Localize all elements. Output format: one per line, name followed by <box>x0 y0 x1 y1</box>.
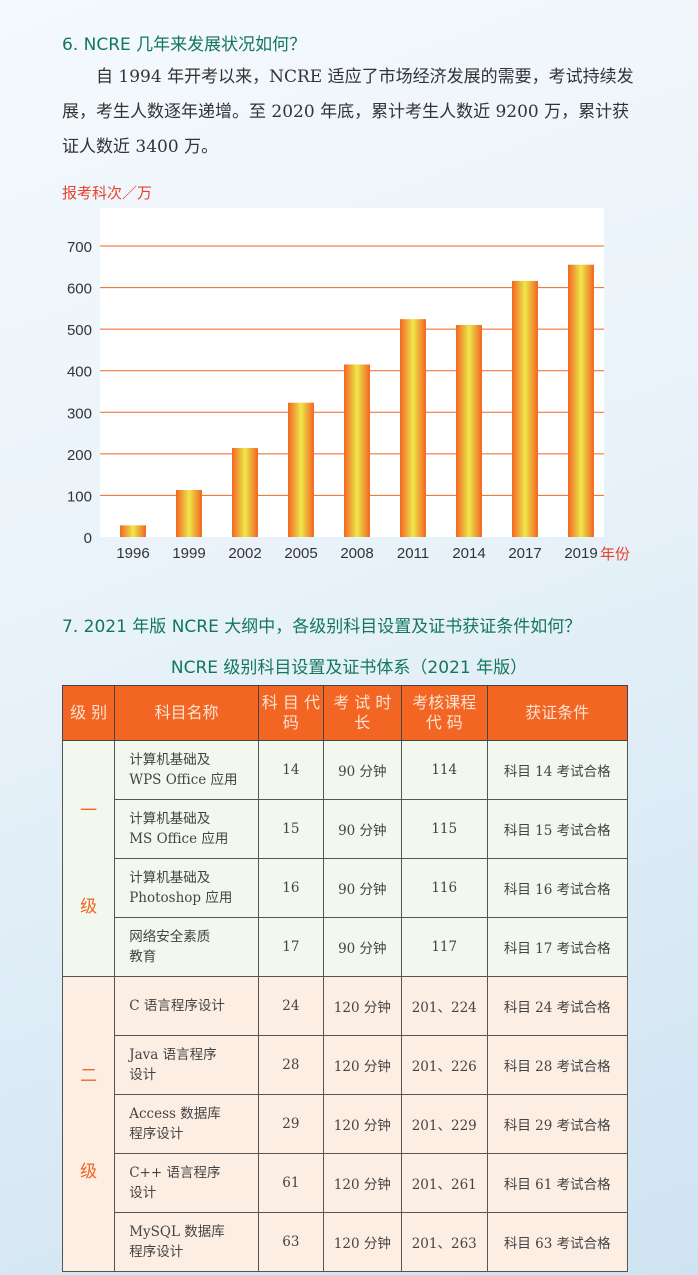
y-tick-label: 400 <box>67 364 92 381</box>
subject-code: 29 <box>258 1094 324 1154</box>
exam-duration: 90 分钟 <box>322 799 402 859</box>
exam-duration: 120 分钟 <box>322 1153 402 1213</box>
y-tick-label: 500 <box>67 322 92 339</box>
table-row: 计算机基础及 MS Office 应用 15 90 分钟 115 科目 15 考试合格 <box>63 799 629 859</box>
y-tick-label: 700 <box>67 239 92 256</box>
course-code: 201、224 <box>400 976 488 1036</box>
bar-2008 <box>344 364 370 537</box>
column-header: 科 目 代 码 <box>258 685 324 741</box>
x-tick-label: 2005 <box>284 545 317 562</box>
subject-code: 61 <box>258 1153 324 1213</box>
exam-duration: 90 分钟 <box>322 917 402 977</box>
course-code: 201、229 <box>400 1094 488 1154</box>
x-axis-label: 年份 <box>600 545 631 563</box>
subject-table: 级 别科目名称科 目 代 码考 试 时 长考核课程 代 码获证条件一级计算机基础… <box>61 685 629 1272</box>
x-tick-label: 2011 <box>397 545 429 562</box>
subject-code: 14 <box>258 740 324 800</box>
subject-code: 28 <box>258 1035 324 1095</box>
subject-code: 24 <box>258 976 324 1036</box>
exam-duration: 120 分钟 <box>322 1212 402 1272</box>
cert-condition: 科目 14 考试合格 <box>486 740 629 800</box>
column-header: 考 试 时 长 <box>322 685 402 741</box>
table-row: 计算机基础及 Photoshop 应用 16 90 分钟 116 科目 16 考试合格 <box>63 858 629 918</box>
cert-condition: 科目 28 考试合格 <box>486 1035 629 1095</box>
column-header: 获证条件 <box>486 685 629 741</box>
subject-name: 网络安全素质 教育 <box>114 917 260 977</box>
subject-name: C 语言程序设计 <box>114 976 260 1036</box>
course-code: 117 <box>400 917 488 977</box>
exam-duration: 90 分钟 <box>322 740 402 800</box>
subject-name: 计算机基础及 WPS Office 应用 <box>114 740 260 800</box>
bar-2019 <box>568 264 594 537</box>
subject-name: 计算机基础及 Photoshop 应用 <box>114 858 260 918</box>
bar-2005 <box>288 402 314 537</box>
intro-paragraph: 自 1994 年开考以来，NCRE 适应了市场经济发展的需要，考试持续发展，考生… <box>62 67 634 157</box>
bar-chart: 0 100 200 300 400 500 600 700 1996 1999 2002 2005 20… <box>67 208 604 562</box>
table-row: Access 数据库 程序设计 29 120 分钟 201、229 科目 29 考试合格 <box>63 1094 629 1154</box>
level-cell: 二级 <box>61 976 116 1272</box>
table-row: Java 语言程序 设计 28 120 分钟 201、226 科目 28 考试合格 <box>63 1035 629 1095</box>
section-heading-7: 7. 2021 年版 NCRE 大纲中，各级别科目设置及证书获证条件如何？ <box>62 617 582 637</box>
cert-condition: 科目 61 考试合格 <box>486 1153 629 1213</box>
course-code: 116 <box>400 858 488 918</box>
y-tick-label: 100 <box>67 488 92 505</box>
y-tick-label: 300 <box>67 405 92 422</box>
subject-code: 16 <box>258 858 324 918</box>
subject-code: 15 <box>258 799 324 859</box>
course-code: 201、261 <box>400 1153 488 1213</box>
y-tick-label: 600 <box>67 281 92 298</box>
table-title: NCRE 级别科目设置及证书体系（2021 年版） <box>170 658 528 678</box>
course-code: 201、263 <box>400 1212 488 1272</box>
exam-duration: 120 分钟 <box>322 1094 402 1154</box>
subject-name: Java 语言程序 设计 <box>114 1035 260 1095</box>
subject-name: Access 数据库 程序设计 <box>114 1094 260 1154</box>
column-header: 考核课程 代 码 <box>400 685 488 741</box>
x-tick-label: 2019 <box>564 545 597 562</box>
y-tick-label: 0 <box>84 530 92 547</box>
subject-name: MySQL 数据库 程序设计 <box>114 1212 260 1272</box>
cert-condition: 科目 24 考试合格 <box>486 976 629 1036</box>
x-tick-label: 2017 <box>508 545 541 562</box>
course-code: 201、226 <box>400 1035 488 1095</box>
section-heading-6: 6. NCRE 几年来发展状况如何？ <box>62 35 307 55</box>
table-row: 一级计算机基础及 WPS Office 应用 14 90 分钟 114 科目 14 考试合… <box>61 740 629 977</box>
course-code: 114 <box>400 740 488 800</box>
bar-1999 <box>176 490 202 537</box>
x-tick-label: 2008 <box>340 545 373 562</box>
column-header: 级 别 <box>61 685 116 741</box>
cert-condition: 科目 17 考试合格 <box>486 917 629 977</box>
x-tick-label: 2014 <box>452 545 485 562</box>
cert-condition: 科目 63 考试合格 <box>486 1212 629 1272</box>
cert-condition: 科目 15 考试合格 <box>486 799 629 859</box>
bar-2014 <box>456 324 482 537</box>
x-tick-label: 1999 <box>172 545 205 562</box>
bar-1996 <box>120 525 146 537</box>
table-row: C++ 语言程序 设计 61 120 分钟 201、261 科目 61 考试合格 <box>63 1153 629 1213</box>
x-tick-label: 1996 <box>116 545 149 562</box>
bar-2002 <box>232 448 258 537</box>
course-code: 115 <box>400 799 488 859</box>
table-row: 网络安全素质 教育 17 90 分钟 117 科目 17 考试合格 <box>63 917 629 977</box>
bar-2011 <box>400 319 426 537</box>
exam-duration: 90 分钟 <box>322 858 402 918</box>
exam-duration: 120 分钟 <box>322 976 402 1036</box>
x-tick-label: 2002 <box>228 545 261 562</box>
level-cell: 一级 <box>61 740 116 977</box>
table-row: MySQL 数据库 程序设计 63 120 分钟 201、263 科目 63 考试合格 <box>63 1212 629 1272</box>
subject-name: C++ 语言程序 设计 <box>114 1153 260 1213</box>
y-axis-label: 报考科次／万 <box>62 184 153 202</box>
subject-code: 63 <box>258 1212 324 1272</box>
cert-condition: 科目 29 考试合格 <box>486 1094 629 1154</box>
y-tick-label: 200 <box>67 447 92 464</box>
subject-code: 17 <box>258 917 324 977</box>
column-header: 科目名称 <box>114 685 260 741</box>
bar-2017 <box>512 280 538 537</box>
exam-duration: 120 分钟 <box>322 1035 402 1095</box>
cert-condition: 科目 16 考试合格 <box>486 858 629 918</box>
subject-name: 计算机基础及 MS Office 应用 <box>114 799 260 859</box>
